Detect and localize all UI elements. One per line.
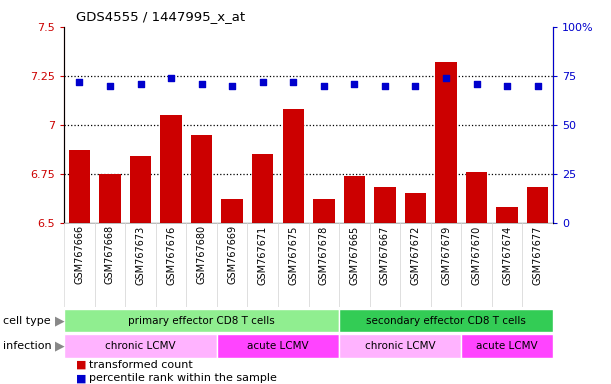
Text: chronic LCMV: chronic LCMV: [105, 341, 176, 351]
Bar: [370, 223, 400, 307]
Bar: [64, 334, 217, 358]
Bar: [252, 154, 274, 223]
Text: GDS4555 / 1447995_x_at: GDS4555 / 1447995_x_at: [76, 10, 246, 23]
Text: GSM767677: GSM767677: [533, 225, 543, 285]
Point: [472, 81, 481, 87]
Text: GSM767678: GSM767678: [319, 225, 329, 285]
Bar: [431, 223, 461, 307]
Text: percentile rank within the sample: percentile rank within the sample: [89, 373, 276, 383]
Text: GSM767671: GSM767671: [258, 225, 268, 285]
Bar: [405, 193, 426, 223]
Bar: [492, 223, 522, 307]
Bar: [186, 223, 217, 307]
Text: GSM767665: GSM767665: [349, 225, 359, 285]
Text: ■: ■: [76, 360, 87, 370]
Bar: [64, 223, 95, 307]
Point: [136, 81, 145, 87]
Bar: [436, 62, 457, 223]
Bar: [69, 150, 90, 223]
Text: ▶: ▶: [55, 339, 65, 353]
Bar: [339, 309, 553, 332]
Text: GSM767668: GSM767668: [105, 225, 115, 285]
Bar: [339, 334, 461, 358]
Bar: [217, 223, 247, 307]
Bar: [522, 223, 553, 307]
Bar: [247, 223, 278, 307]
Text: acute LCMV: acute LCMV: [477, 341, 538, 351]
Text: GSM767680: GSM767680: [197, 225, 207, 285]
Text: GSM767670: GSM767670: [472, 225, 481, 285]
Text: transformed count: transformed count: [89, 360, 192, 370]
Point: [349, 81, 359, 87]
Bar: [64, 309, 339, 332]
Point: [411, 83, 420, 89]
Point: [288, 79, 298, 85]
Bar: [466, 172, 488, 223]
Text: ▶: ▶: [55, 314, 65, 327]
Bar: [461, 223, 492, 307]
Point: [533, 83, 543, 89]
Point: [105, 83, 115, 89]
Bar: [497, 207, 518, 223]
Bar: [313, 199, 335, 223]
Bar: [191, 135, 213, 223]
Bar: [222, 199, 243, 223]
Text: GSM767672: GSM767672: [411, 225, 420, 285]
Bar: [375, 187, 396, 223]
Bar: [339, 223, 370, 307]
Text: GSM767676: GSM767676: [166, 225, 176, 285]
Bar: [400, 223, 431, 307]
Text: GSM767669: GSM767669: [227, 225, 237, 285]
Bar: [527, 187, 549, 223]
Point: [502, 83, 512, 89]
Bar: [100, 174, 121, 223]
Bar: [95, 223, 125, 307]
Point: [441, 75, 451, 81]
Bar: [309, 223, 339, 307]
Point: [258, 79, 268, 85]
Text: GSM767666: GSM767666: [75, 225, 84, 285]
Text: ■: ■: [76, 373, 87, 383]
Point: [380, 83, 390, 89]
Point: [75, 79, 84, 85]
Text: GSM767673: GSM767673: [136, 225, 145, 285]
Text: GSM767667: GSM767667: [380, 225, 390, 285]
Text: chronic LCMV: chronic LCMV: [365, 341, 436, 351]
Text: primary effector CD8 T cells: primary effector CD8 T cells: [128, 316, 275, 326]
Text: GSM767679: GSM767679: [441, 225, 451, 285]
Text: cell type: cell type: [3, 316, 51, 326]
Bar: [125, 223, 156, 307]
Point: [197, 81, 207, 87]
Point: [319, 83, 329, 89]
Bar: [156, 223, 186, 307]
Bar: [283, 109, 304, 223]
Text: secondary effector CD8 T cells: secondary effector CD8 T cells: [366, 316, 526, 326]
Point: [227, 83, 237, 89]
Text: GSM767675: GSM767675: [288, 225, 298, 285]
Text: acute LCMV: acute LCMV: [247, 341, 309, 351]
Bar: [161, 115, 182, 223]
Bar: [461, 334, 553, 358]
Text: GSM767674: GSM767674: [502, 225, 512, 285]
Point: [166, 75, 176, 81]
Bar: [278, 223, 309, 307]
Bar: [130, 156, 152, 223]
Text: infection: infection: [3, 341, 52, 351]
Bar: [217, 334, 339, 358]
Bar: [344, 176, 365, 223]
